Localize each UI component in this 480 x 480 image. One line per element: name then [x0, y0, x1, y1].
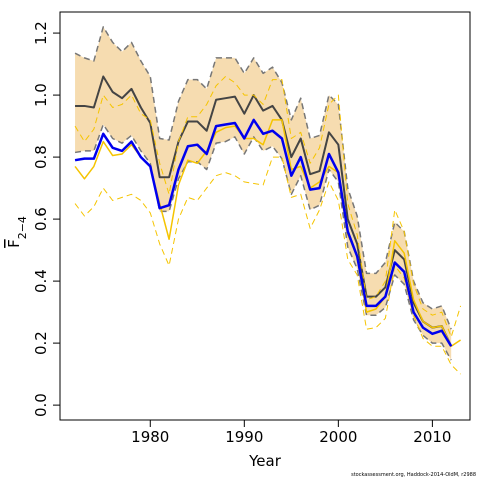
- y-tick-label: 0.2: [32, 331, 50, 355]
- footer: stockassessment.org, Haddock-2014-OldM, …: [351, 472, 476, 478]
- x-tick-label: 2000: [319, 428, 357, 446]
- y-tick-label: 1.2: [32, 21, 50, 45]
- y-axis-label-sub: 2−4: [16, 216, 29, 239]
- plot-frame: [59, 11, 471, 421]
- interval-line: [74, 75, 462, 338]
- interval-line: [74, 156, 461, 375]
- y-axis-label: F2−4: [5, 216, 29, 248]
- interval-line: [74, 26, 452, 330]
- series-line: [74, 118, 453, 347]
- x-tick-label: 1980: [131, 428, 169, 446]
- y-tick-label: 0.8: [32, 145, 50, 169]
- y-tick-label: 1.0: [32, 83, 50, 107]
- x-tick-label: 2010: [413, 428, 451, 446]
- confidence-band: [75, 26, 452, 361]
- y-tick-label: 0.0: [32, 393, 50, 417]
- y-tick-label: 0.6: [32, 207, 50, 231]
- y-axis-label-main: F: [5, 239, 23, 248]
- x-tick-label: 1990: [225, 428, 263, 446]
- y-tick-label: 0.4: [32, 269, 50, 293]
- x-axis-label: Year: [248, 452, 282, 470]
